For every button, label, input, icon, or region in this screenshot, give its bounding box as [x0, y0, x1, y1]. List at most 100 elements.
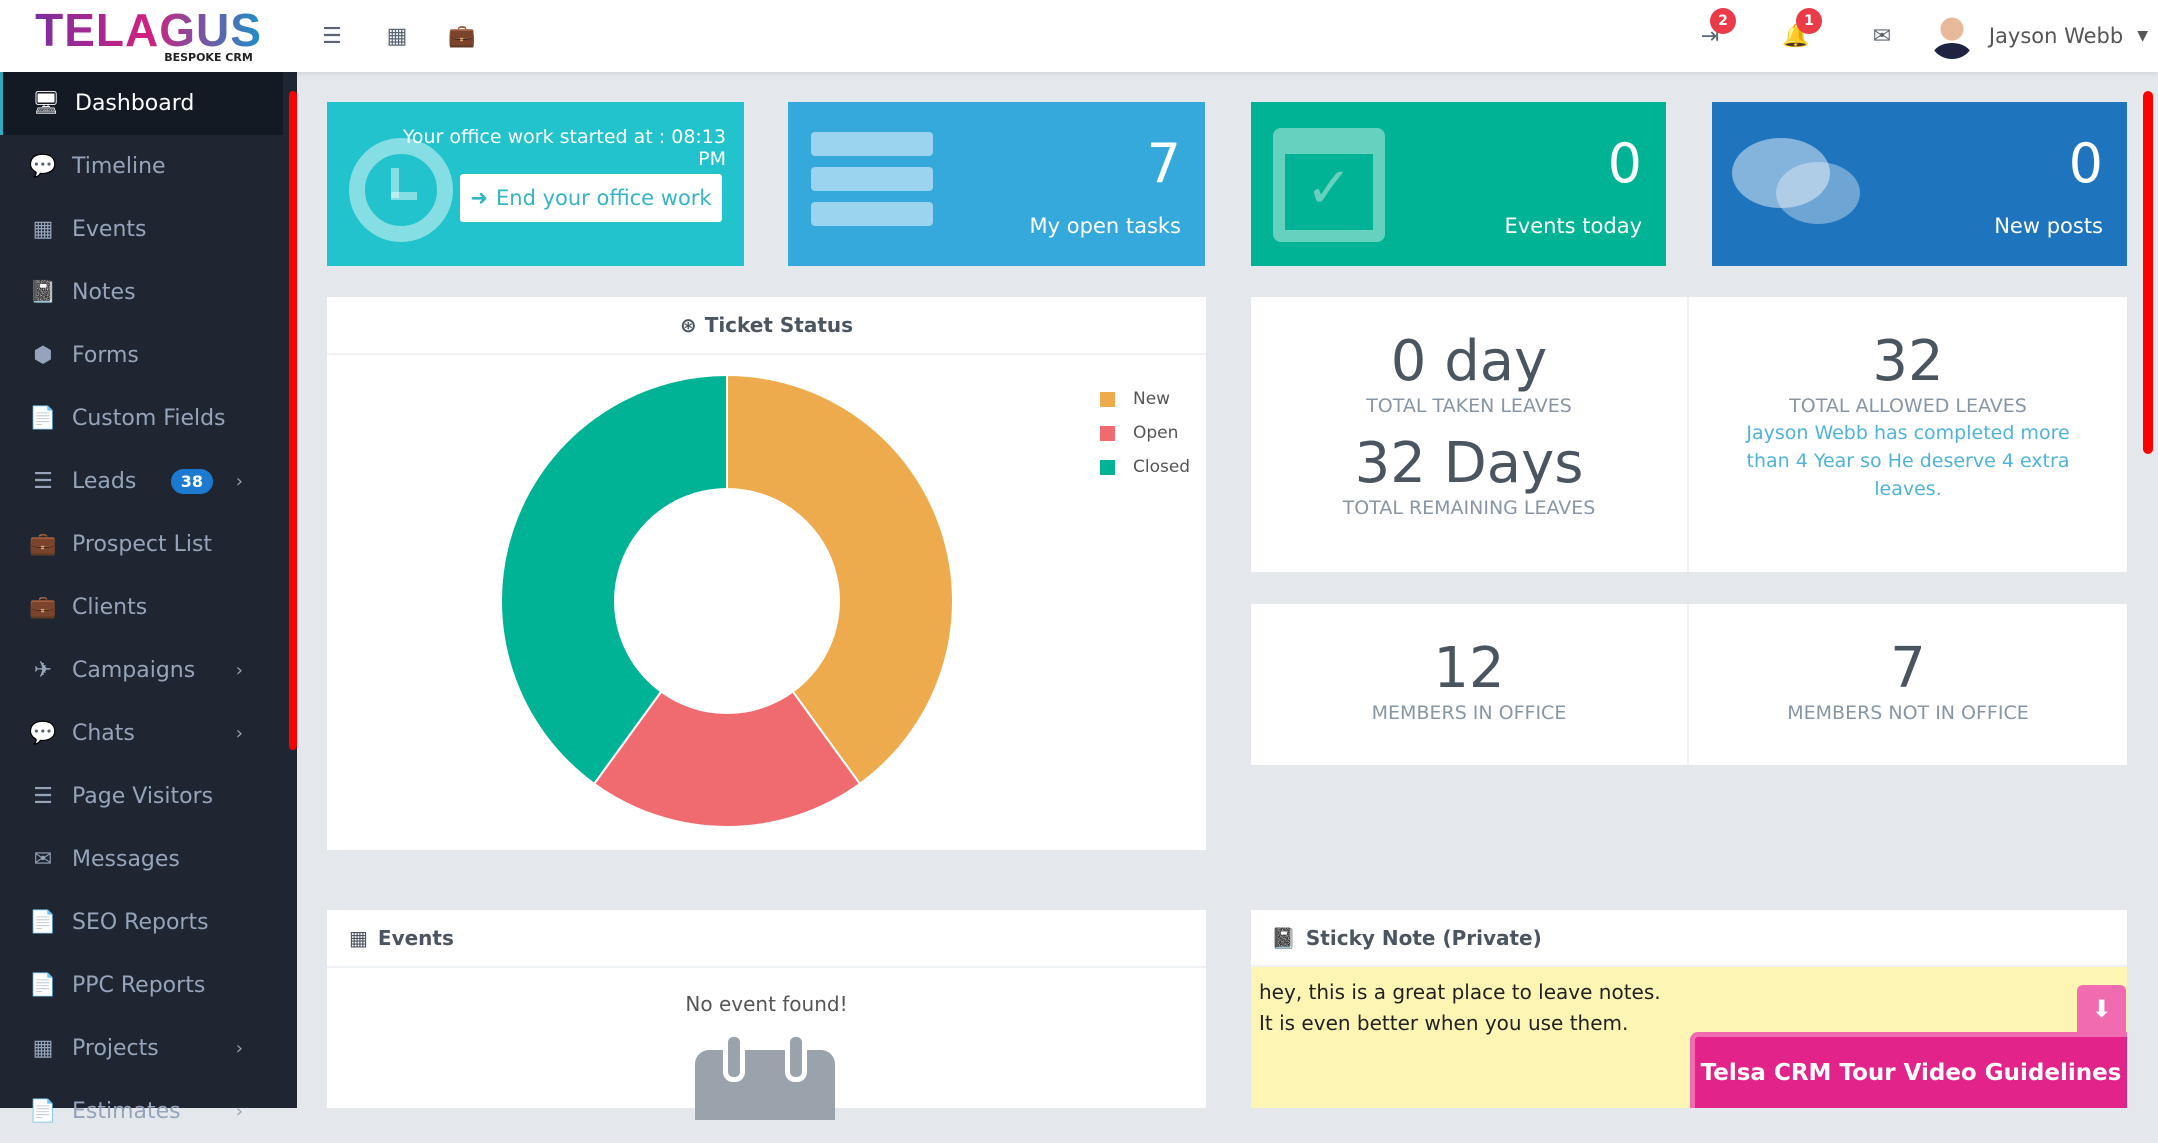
members-not-in-office-label: MEMBERS NOT IN OFFICE — [1787, 702, 2029, 724]
members-in-office-label: MEMBERS IN OFFICE — [1371, 702, 1567, 724]
grid-icon[interactable]: ▦ — [386, 23, 408, 49]
legend-item-open[interactable]: Open — [1100, 423, 1190, 443]
page-scrollbar[interactable] — [2143, 91, 2153, 454]
allowed-leaves-label: TOTAL ALLOWED LEAVES — [1789, 395, 2027, 417]
donut-slice-new[interactable] — [726, 373, 954, 786]
sidebar: 🖥 Dashboard 💬 Timeline ▦ Events 📓 Notes ⬢ Forms 📄 C… — [0, 72, 297, 1124]
remaining-leaves-value: 32 Days — [1354, 431, 1584, 496]
sidebar-item-timeline[interactable]: 💬 Timeline — [0, 135, 283, 198]
new-posts-count: 0 — [2068, 132, 2103, 195]
sidebar-item-dashboard[interactable]: 🖥 Dashboard — [0, 72, 283, 135]
logo[interactable]: TELAGUS BESPOKE CRM — [0, 0, 297, 72]
sidebar-item-seo-reports[interactable]: 📄 SEO Reports — [0, 891, 283, 954]
list-icon: ☰ — [33, 784, 53, 809]
user-name: Jayson Webb — [1988, 24, 2124, 48]
chart-legend: New Open Closed — [1100, 389, 1190, 491]
extra-leaves-note: Jayson Webb has completed more than 4 Ye… — [1746, 422, 2070, 500]
events-header: ▦ Events — [327, 910, 1206, 968]
monitor-icon: 🖥 — [32, 91, 60, 116]
sidebar-item-notes[interactable]: 📓 Notes — [0, 261, 283, 324]
sidebar-item-chats[interactable]: 💬 Chats › — [0, 702, 283, 765]
sidebar-item-label: Projects — [72, 1036, 159, 1061]
chevron-right-icon: › — [235, 1038, 243, 1059]
calendar-empty-icon — [695, 1032, 835, 1120]
sticky-note-header: 📓 Sticky Note (Private) — [1251, 910, 2127, 967]
arrow-down-icon[interactable]: ⬇ — [2077, 985, 2126, 1037]
sidebar-item-label: Campaigns — [72, 658, 196, 683]
ticket-status-title: Ticket Status — [704, 313, 854, 337]
sidebar-item-forms[interactable]: ⬢ Forms — [0, 324, 283, 387]
caret-down-icon: ▼ — [2137, 28, 2148, 44]
sidebar-item-campaigns[interactable]: ✈ Campaigns › — [0, 639, 283, 702]
sidebar-item-events[interactable]: ▦ Events — [0, 198, 283, 261]
sidebar-item-label: Chats — [72, 721, 135, 746]
top-header: TELAGUS BESPOKE CRM ☰ ▦ 💼 ⇥ 2 🔔 1 ✉ Jayson… — [0, 0, 2158, 72]
chevron-right-icon: › — [235, 723, 243, 744]
sidebar-scrollbar[interactable] — [289, 91, 297, 750]
no-events-message: No event found! — [685, 992, 848, 1016]
legend-label: Closed — [1133, 457, 1191, 477]
bell-icon[interactable]: 🔔 1 — [1778, 8, 1822, 54]
chevron-right-icon: › — [235, 660, 243, 681]
checkin-icon[interactable]: ⇥ 2 — [1692, 8, 1736, 54]
remaining-leaves-label: TOTAL REMAINING LEAVES — [1342, 497, 1596, 519]
calendar-icon: ▦ — [32, 217, 54, 242]
sidebar-item-prospect-list[interactable]: 💼 Prospect List — [0, 513, 283, 576]
logo-brand: TELAGUS — [35, 4, 262, 56]
notification-badge: 1 — [1796, 8, 1822, 34]
calendar-check-icon: ✓ — [1273, 128, 1385, 242]
sidebar-item-estimates[interactable]: 📄 Estimates › — [0, 1080, 283, 1143]
sticky-note-line: hey, this is a great place to leave note… — [1259, 980, 1661, 1004]
menu-collapse-icon[interactable]: ☰ — [322, 23, 342, 49]
donut-slice-open[interactable] — [592, 690, 862, 828]
legend-item-new[interactable]: New — [1100, 389, 1190, 409]
events-today-card[interactable]: ✓ 0 Events today — [1251, 102, 1666, 266]
open-tasks-card[interactable]: 7 My open tasks — [788, 102, 1205, 266]
donut-slice-closed[interactable] — [500, 373, 728, 786]
sidebar-item-label: Events — [72, 217, 147, 242]
sidebar-item-label: Prospect List — [72, 532, 213, 557]
sidebar-item-clients[interactable]: 💼 Clients — [0, 576, 283, 639]
end-office-work-button[interactable]: ➜ End your office work — [460, 174, 722, 222]
sidebar-item-projects[interactable]: ▦ Projects › — [0, 1017, 283, 1080]
sidebar-item-label: Dashboard — [75, 91, 195, 116]
sidebar-item-custom-fields[interactable]: 📄 Custom Fields — [0, 387, 283, 450]
envelope-icon: ✉ — [33, 847, 53, 872]
file-icon: 📄 — [29, 1099, 57, 1124]
sidebar-item-label: Custom Fields — [72, 406, 226, 431]
legend-item-closed[interactable]: Closed — [1100, 457, 1190, 477]
comments-icon: 💬 — [29, 154, 57, 179]
cube-icon: ⬢ — [33, 343, 53, 368]
events-today-label: Events today — [1504, 214, 1642, 238]
sidebar-item-label: Page Visitors — [72, 784, 214, 809]
ticket-status-panel: ⊛ Ticket Status New Open Closed — [327, 297, 1206, 850]
sidebar-item-label: Clients — [72, 595, 148, 620]
book-icon: 📓 — [1271, 925, 1296, 950]
taken-leaves-value: 0 day — [1390, 329, 1548, 394]
ticket-donut-chart — [500, 373, 954, 828]
envelope-icon[interactable]: ✉ — [1872, 23, 1892, 49]
list-icon: ☰ — [33, 469, 53, 494]
allowed-leaves-value: 32 — [1872, 329, 1944, 394]
file-icon: 📄 — [29, 406, 57, 431]
briefcase-icon[interactable]: 💼 — [448, 23, 476, 49]
tour-video-button[interactable]: Telsa CRM Tour Video Guidelines — [1690, 1032, 2127, 1108]
legend-label: New — [1133, 389, 1171, 409]
checkin-badge: 2 — [1710, 8, 1736, 34]
sign-out-icon: ➜ — [470, 186, 488, 210]
grid-icon: ▦ — [32, 1036, 54, 1061]
leads-count-badge: 38 — [170, 469, 213, 494]
sidebar-item-messages[interactable]: ✉ Messages — [0, 828, 283, 891]
sidebar-item-label: PPC Reports — [72, 973, 206, 998]
plane-icon: ✈ — [33, 658, 53, 683]
new-posts-card[interactable]: 0 New posts — [1712, 102, 2127, 266]
user-menu[interactable]: Jayson Webb ▼ — [1928, 10, 2148, 62]
sticky-note-line: It is even better when you use them. — [1259, 1011, 1629, 1035]
sidebar-item-label: SEO Reports — [72, 910, 209, 935]
sidebar-item-label: Leads — [72, 469, 137, 494]
events-today-count: 0 — [1607, 132, 1642, 195]
sidebar-item-ppc-reports[interactable]: 📄 PPC Reports — [0, 954, 283, 1017]
sidebar-item-leads[interactable]: ☰ Leads 38 › — [0, 450, 283, 513]
events-panel: ▦ Events No event found! — [327, 910, 1206, 1120]
sidebar-item-page-visitors[interactable]: ☰ Page Visitors — [0, 765, 283, 828]
